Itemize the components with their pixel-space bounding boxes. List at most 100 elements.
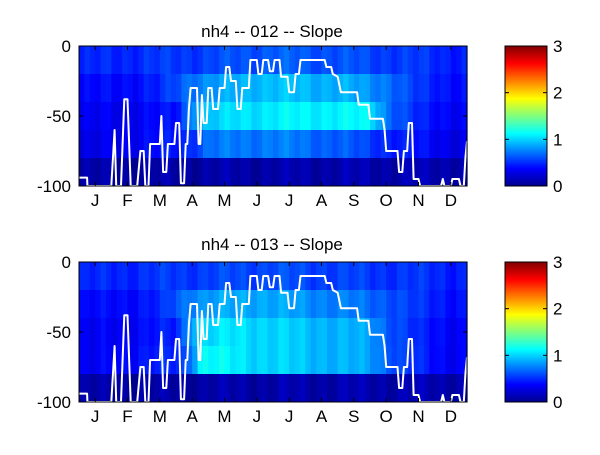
heatmap-cell (100, 130, 107, 159)
heatmap-cell (273, 346, 279, 375)
heatmap-cell (154, 158, 161, 187)
heatmap-cell (440, 74, 447, 103)
heatmap-cell (348, 262, 355, 291)
heatmap-cell (159, 318, 166, 347)
heatmap-cell (445, 158, 452, 187)
x-tick-label: M (217, 407, 231, 426)
heatmap-cell (337, 158, 344, 187)
heatmap-cell (305, 374, 312, 403)
heatmap-cell (159, 262, 166, 291)
heatmap-cell (170, 262, 177, 291)
heatmap-cell (434, 130, 441, 159)
heatmap-cell (235, 74, 242, 103)
heatmap-cell (294, 374, 301, 403)
heatmap-cell (332, 74, 339, 103)
heatmap-cell (251, 318, 258, 347)
heatmap-cell (418, 46, 425, 75)
heatmap-cell (364, 374, 371, 403)
colorbar-tick-label: 0 (553, 393, 562, 412)
heatmap-cell (186, 374, 193, 403)
heatmap-cell (176, 158, 182, 187)
heatmap-cell (386, 102, 393, 131)
heatmap-cell (299, 318, 306, 347)
y-tick-label: -50 (46, 323, 71, 342)
heatmap-cell (170, 102, 177, 131)
heatmap-cell (386, 158, 393, 187)
colorbar-gradient (504, 261, 548, 403)
heatmap-cell (251, 290, 258, 319)
heatmap-cell (413, 74, 420, 103)
heatmap-cell (386, 346, 393, 375)
x-tick-label: J (253, 407, 262, 426)
heatmap-cell (181, 130, 188, 159)
heatmap-cell (364, 46, 371, 75)
heatmap-cell (79, 158, 85, 187)
heatmap-cell (116, 290, 123, 319)
heatmap-cell (100, 158, 107, 187)
heatmap-cell (337, 374, 344, 403)
heatmap-cell (192, 130, 199, 159)
heatmap-cell (429, 130, 436, 159)
heatmap-cell (450, 130, 457, 159)
heatmap-cell (246, 318, 253, 347)
heatmap-cell (224, 74, 231, 103)
heatmap-cell (149, 290, 156, 319)
heatmap-cell (396, 46, 403, 75)
heatmap-cell (418, 262, 425, 291)
heatmap-cell (375, 74, 382, 103)
y-tick-label: -100 (37, 177, 71, 196)
heatmap-cell (461, 262, 468, 291)
heatmap-cell (111, 46, 118, 75)
heatmap-cell (429, 46, 436, 75)
heatmap-cell (219, 374, 226, 403)
heatmap-cell (343, 290, 350, 319)
heatmap-cell (219, 158, 226, 187)
heatmap-cell (105, 374, 112, 403)
heatmap-cell (423, 130, 430, 159)
heatmap-cell (450, 158, 457, 187)
heatmap-cell (364, 74, 371, 103)
heatmap-cell (278, 374, 285, 403)
heatmap-cell (283, 374, 290, 403)
heatmap-cell (100, 374, 107, 403)
x-tick-label: S (348, 407, 359, 426)
heatmap-cell (84, 130, 91, 159)
heatmap-cell (305, 74, 312, 103)
heatmap-cell (176, 102, 182, 131)
heatmap-cell (208, 158, 215, 187)
heatmap-cell (122, 374, 129, 403)
heatmap-cell (111, 374, 118, 403)
y-tick-label: -100 (37, 393, 71, 412)
heatmap-cell (413, 374, 420, 403)
heatmap-cell (262, 102, 269, 131)
heatmap-cell (208, 374, 215, 403)
colorbar: 0 1 2 3 (504, 37, 562, 196)
heatmap-cell (224, 346, 231, 375)
heatmap-cell (294, 346, 301, 375)
heatmap-cell (407, 374, 414, 403)
heatmap-cell (310, 374, 317, 403)
heatmap-cell (370, 318, 376, 347)
heatmap-cell (219, 346, 226, 375)
heatmap-cell (273, 74, 279, 103)
heatmap-cell (149, 74, 156, 103)
heatmap-cell (305, 290, 312, 319)
colorbar: 0 1 2 3 (504, 253, 562, 412)
heatmap-cell (122, 318, 129, 347)
heatmap-cell (402, 158, 409, 187)
heatmap-cell (321, 346, 328, 375)
heatmap-cell (450, 262, 457, 291)
heatmap-cell (256, 262, 263, 291)
heatmap-cell (154, 46, 161, 75)
x-tick-label: J (91, 191, 100, 210)
heatmap-cell (375, 318, 382, 347)
heatmap-cell (402, 346, 409, 375)
heatmap-cell (289, 46, 296, 75)
heatmap-cell (283, 74, 290, 103)
heatmap-cell (132, 346, 139, 375)
heatmap-cell (359, 102, 366, 131)
heatmap-cell (450, 290, 457, 319)
heatmap-cell (100, 318, 107, 347)
heatmap-cell (461, 290, 468, 319)
heatmap-cell (208, 130, 215, 159)
